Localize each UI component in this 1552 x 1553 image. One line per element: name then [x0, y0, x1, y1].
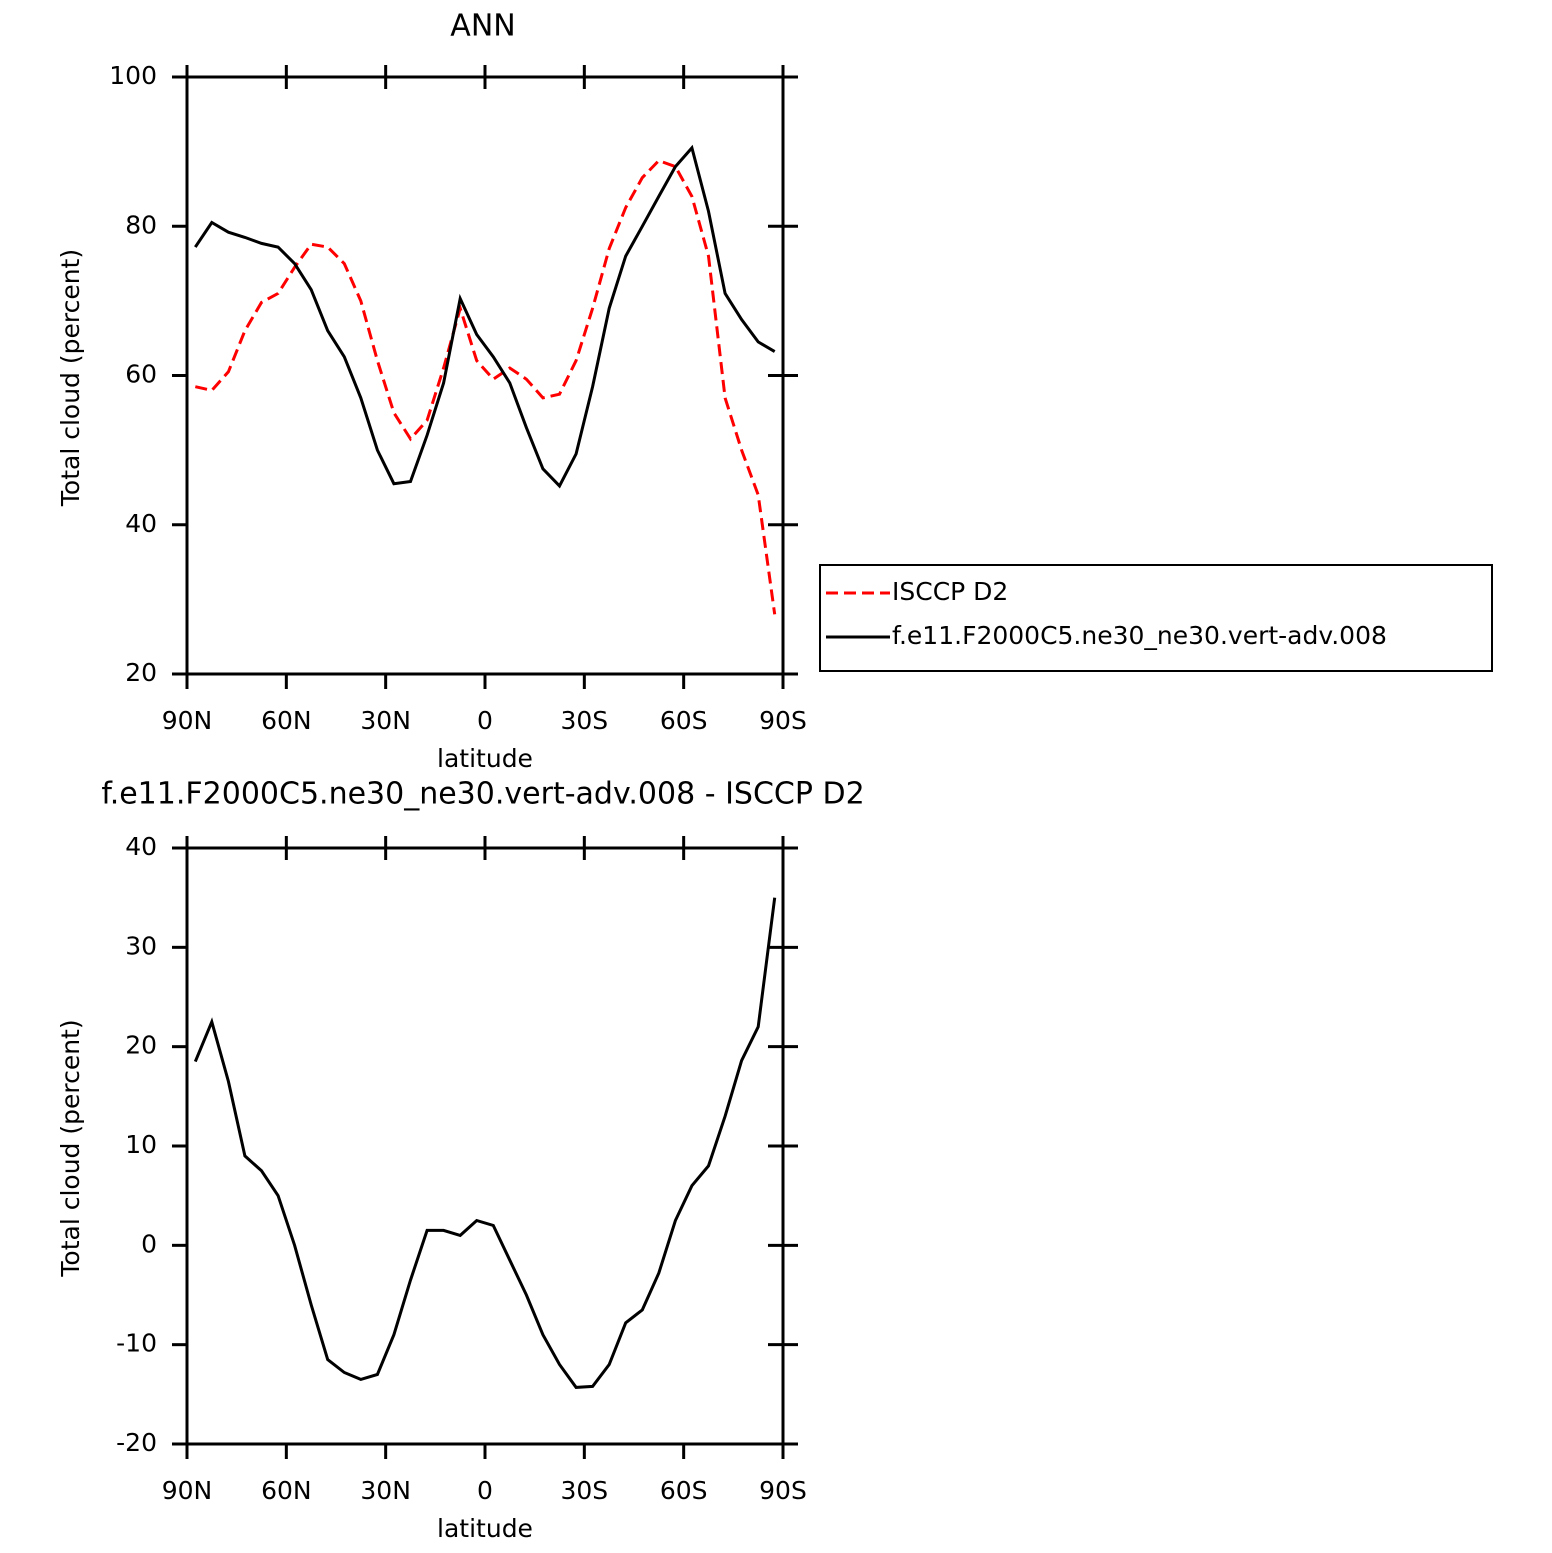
plot-frame [185, 75, 785, 676]
x-tick-label: 90N [162, 706, 213, 735]
plot-frame [185, 846, 785, 1446]
x-tick-label: 60N [261, 1476, 312, 1505]
legend-label: ISCCP D2 [892, 577, 1008, 606]
x-axis-label: latitude [437, 1514, 533, 1543]
x-tick-label: 30S [560, 706, 608, 735]
x-tick-label: 0 [477, 1476, 493, 1505]
y-tick-label: 100 [109, 61, 157, 90]
chart-title: f.e11.F2000C5.ne30_ne30.vert-adv.008 - I… [101, 777, 864, 812]
x-tick-label: 60N [261, 706, 312, 735]
y-tick-label: 0 [141, 1229, 157, 1258]
x-tick-label: 90S [759, 706, 807, 735]
x-tick-label: 60S [660, 1476, 708, 1505]
y-tick-label: 40 [125, 832, 157, 861]
x-tick-label: 90N [162, 1476, 213, 1505]
x-tick-label: 0 [477, 706, 493, 735]
legend-label: f.e11.F2000C5.ne30_ne30.vert-adv.008 [892, 621, 1387, 650]
x-tick-label: 30S [560, 1476, 608, 1505]
y-axis-label: Total cloud (percent) [56, 1019, 85, 1277]
x-tick-label: 60S [660, 706, 708, 735]
y-tick-label: -10 [116, 1329, 157, 1358]
y-tick-label: 80 [125, 210, 157, 239]
y-tick-label: -20 [116, 1428, 157, 1457]
legend: ISCCP D2 f.e11.F2000C5.ne30_ne30.vert-adv… [819, 564, 1493, 672]
legend-box [819, 564, 1493, 672]
x-tick-label: 90S [759, 1476, 807, 1505]
y-tick-label: 40 [125, 509, 157, 538]
data-line [194, 144, 776, 489]
y-tick-label: 30 [125, 931, 157, 960]
y-tick-label: 20 [125, 658, 157, 687]
y-tick-label: 20 [125, 1031, 157, 1060]
data-line [193, 897, 777, 1389]
x-axis-label: latitude [437, 744, 533, 773]
chart-title: ANN [450, 9, 515, 44]
y-tick-label: 60 [125, 360, 157, 389]
y-axis-label: Total cloud (percent) [56, 249, 85, 507]
data-line [194, 158, 777, 615]
y-tick-label: 10 [125, 1130, 157, 1159]
x-tick-label: 30N [360, 706, 411, 735]
x-tick-label: 30N [360, 1476, 411, 1505]
